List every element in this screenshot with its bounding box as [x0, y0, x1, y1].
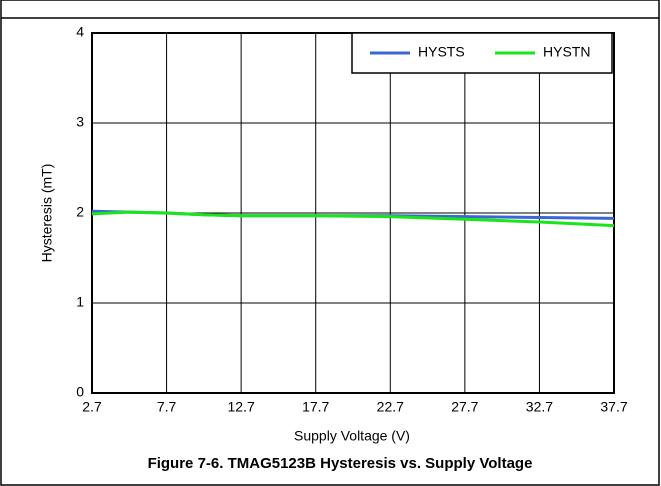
y-tick-label: 1	[76, 294, 84, 310]
x-tick-label: 7.7	[157, 399, 177, 415]
y-tick-label: 3	[76, 114, 84, 130]
x-tick-label: 32.7	[526, 399, 553, 415]
legend-label: HYSTS	[418, 44, 465, 60]
y-axis-label: Hysteresis (mT)	[39, 164, 55, 263]
x-axis-label: Supply Voltage (V)	[294, 428, 410, 444]
x-tick-label: 17.7	[302, 399, 329, 415]
series-line	[91, 210, 615, 228]
x-tick-label: 2.7	[82, 399, 102, 415]
y-tick-label: 2	[76, 204, 84, 220]
x-tick-label: 37.7	[600, 399, 627, 415]
x-tick-label: 12.7	[228, 399, 255, 415]
y-tick-label: 4	[76, 24, 84, 40]
x-tick-label: 22.7	[377, 399, 404, 415]
caption: Figure 7-6. TMAG5123B Hysteresis vs. Sup…	[148, 455, 533, 472]
legend-label: HYSTN	[543, 44, 590, 60]
y-tick-label: 0	[76, 384, 84, 400]
x-tick-label: 27.7	[451, 399, 478, 415]
